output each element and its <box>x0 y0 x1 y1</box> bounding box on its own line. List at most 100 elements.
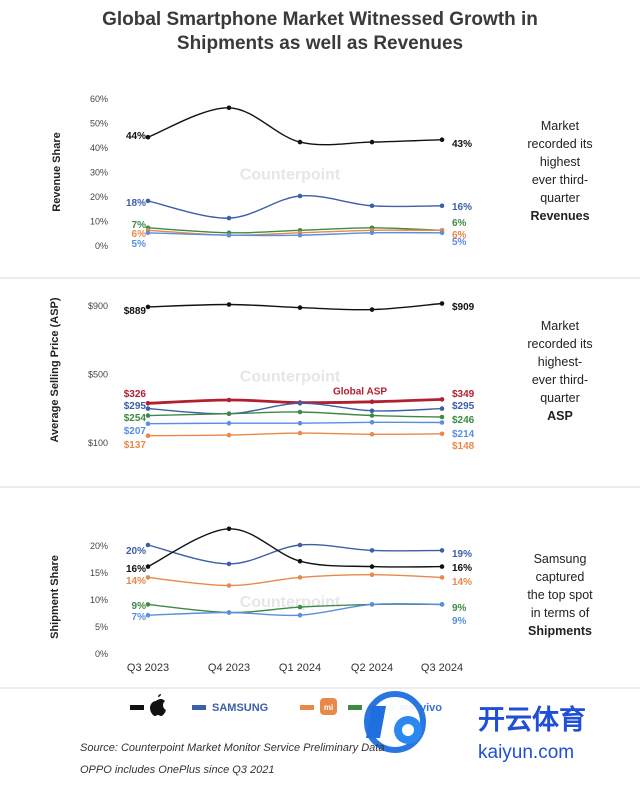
legend-swatch <box>348 705 362 710</box>
start-value-label: 9% <box>132 601 147 612</box>
data-point <box>226 526 232 532</box>
panel-3: 0%5%10%15%20%Shipment Share Counterpoint2… <box>49 526 593 674</box>
end-value-label: 9% <box>452 603 467 614</box>
start-value-label: 7% <box>132 612 147 623</box>
data-point <box>439 414 445 420</box>
panel-annotation-line: Market <box>541 319 580 333</box>
apple-icon <box>150 694 166 716</box>
data-point <box>145 230 151 236</box>
panel-annotation-line: Samsung <box>534 552 587 566</box>
data-point <box>145 542 151 548</box>
panel-2: $100 $500 $900 Average Selling Price (ASP) C… <box>49 297 593 452</box>
y-tick-label: 0% <box>95 241 108 251</box>
data-point <box>439 431 445 437</box>
data-point <box>297 575 303 580</box>
legend-swatch <box>300 705 314 710</box>
data-point <box>145 134 151 140</box>
data-point <box>226 561 232 567</box>
data-point <box>439 203 445 209</box>
panel-annotation-line: in terms of <box>531 606 590 620</box>
series-name-label: Global ASP <box>333 387 387 398</box>
panel-1: 0% 10% 20% 30% 40% 50% 60% Revenue Share Counter… <box>51 94 593 251</box>
panel-annotation-line: Revenues <box>530 209 589 223</box>
panel-annotation-line: captured <box>536 570 585 584</box>
panel-annotation-line: ever third- <box>532 173 588 187</box>
y-tick-label: 40% <box>90 143 108 153</box>
start-value-label: $889 <box>124 306 147 317</box>
data-point <box>369 413 375 418</box>
series-line <box>147 302 443 311</box>
data-point <box>439 575 445 580</box>
x-tick-label: Q2 2024 <box>351 662 393 674</box>
data-point <box>226 432 232 438</box>
data-point <box>297 420 303 426</box>
x-tick-label: Q4 2023 <box>208 662 250 674</box>
legend-item <box>130 694 166 716</box>
data-point <box>145 575 151 580</box>
data-point <box>369 564 375 569</box>
data-point <box>369 548 375 553</box>
end-value-label: 14% <box>452 577 472 588</box>
panel-annotation-line: Shipments <box>528 624 592 638</box>
chart-title-line-1: Global Smartphone Market Witnessed Growt… <box>102 9 538 30</box>
panel-annotation-line: quarter <box>540 391 580 405</box>
data-point <box>439 406 445 411</box>
oppo-note: OPPO includes OnePlus since Q3 2021 <box>80 764 275 776</box>
end-value-label: 19% <box>452 549 472 560</box>
legend-item: SAMSUNG <box>192 702 268 714</box>
x-tick-label: Q3 2023 <box>127 662 169 674</box>
end-value-label: 16% <box>452 563 472 574</box>
data-point <box>145 564 151 569</box>
data-point <box>369 572 375 577</box>
data-point <box>297 542 303 548</box>
data-point <box>297 232 303 238</box>
data-point <box>297 401 303 406</box>
end-value-label: 5% <box>452 237 467 248</box>
end-value-label: $148 <box>452 441 475 452</box>
data-point <box>439 564 445 569</box>
data-point <box>226 397 232 403</box>
chart-title: Global Smartphone Market Witnessed Growt… <box>0 8 640 56</box>
start-value-label: 18% <box>126 198 146 209</box>
data-point <box>439 301 445 306</box>
data-point <box>439 602 445 607</box>
data-point <box>145 198 151 204</box>
data-point <box>226 215 232 221</box>
overlay-logo-name: 开云体育 <box>478 704 586 735</box>
y-tick-label: 30% <box>90 168 108 178</box>
start-value-label: 6% <box>132 229 147 240</box>
data-point <box>439 137 445 142</box>
data-point <box>297 193 303 199</box>
overlay-logo-url: kaiyun.com <box>478 742 574 763</box>
y-tick-label: 10% <box>90 595 108 605</box>
data-point <box>145 413 151 418</box>
data-point <box>145 421 151 427</box>
data-point <box>226 610 232 615</box>
series-line <box>147 543 443 565</box>
y-tick-label: 5% <box>95 622 108 632</box>
source-note: Source: Counterpoint Market Monitor Serv… <box>80 742 385 754</box>
data-point <box>145 401 151 406</box>
data-point <box>145 612 151 618</box>
y-tick-label: 15% <box>90 568 108 578</box>
data-point <box>369 203 375 209</box>
start-value-label: $295 <box>124 401 147 412</box>
data-point <box>439 420 445 425</box>
y-tick-label: 20% <box>90 541 108 551</box>
data-point <box>297 558 303 564</box>
panel-annotation-line: Market <box>541 119 580 133</box>
y-tick-label: 0% <box>95 649 108 659</box>
series-line <box>147 432 443 437</box>
series-line <box>147 107 443 146</box>
data-point <box>226 411 232 417</box>
data-point <box>145 304 151 310</box>
end-value-label: $214 <box>452 429 475 440</box>
data-point <box>145 433 151 439</box>
data-point <box>297 430 303 436</box>
mi-icon <box>320 698 337 715</box>
x-tick-label: Q1 2024 <box>279 662 321 674</box>
data-point <box>369 399 375 405</box>
panel-annotation-line: the top spot <box>527 588 593 602</box>
data-point <box>297 612 303 618</box>
